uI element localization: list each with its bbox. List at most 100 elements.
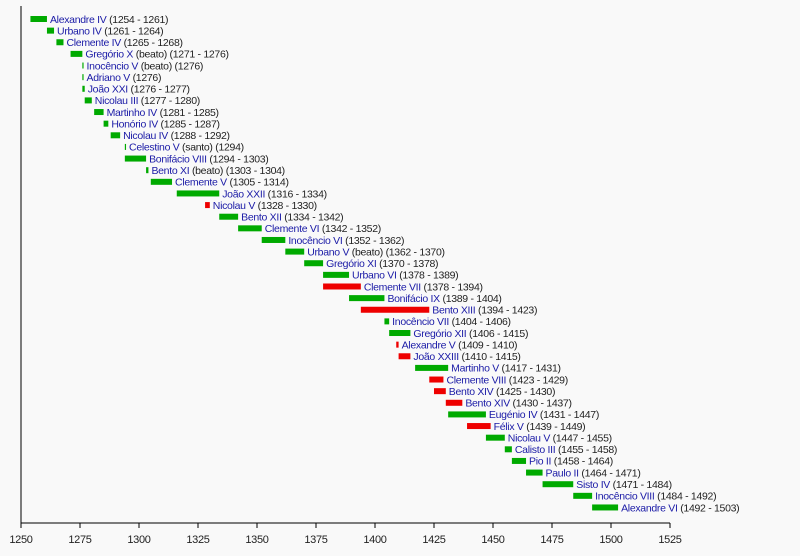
bar-label: João XXII (1316 - 1334) [222, 188, 327, 200]
pope-name: Alexandre IV [50, 14, 107, 26]
pope-name: Bento XIII [432, 305, 475, 317]
pope-bar [511, 457, 527, 464]
bar-label: Félix V (1439 - 1449) [494, 421, 586, 433]
bar-label: Martinho V (1417 - 1431) [451, 363, 561, 375]
pope-name: Honório IV [111, 118, 158, 130]
bar-label: Gregório X (beato) (1271 - 1276) [85, 49, 228, 61]
pope-bar [592, 504, 619, 511]
reign-years: (1281 - 1285) [157, 107, 219, 119]
bar-label: Urbano IV (1261 - 1264) [57, 25, 163, 37]
pope-bar [84, 97, 92, 104]
pope-name: Clemente IV [66, 37, 121, 49]
reign-years: (1261 - 1264) [102, 25, 164, 37]
reign-years: (1254 - 1261) [106, 14, 168, 26]
bars-layer [30, 16, 619, 511]
reign-years: (1410 - 1415) [459, 351, 521, 363]
bar-label: Celestino V (santo) (1294) [129, 142, 244, 154]
pope-name: Gregório X [85, 49, 133, 61]
x-tick-label: 1300 [127, 534, 150, 546]
pope-name: Bonifácio VIII [149, 153, 207, 165]
reign-years: (1378 - 1389) [397, 270, 459, 282]
x-tick-label: 1500 [599, 534, 622, 546]
pope-bar [304, 260, 324, 267]
pope-name: Adriano V [87, 72, 131, 84]
reign-years: (1431 - 1447) [537, 409, 599, 421]
pope-name: Inocêncio VI [288, 235, 342, 247]
reign-years: (1492 - 1503) [678, 502, 740, 514]
bar-label: João XXIII (1410 - 1415) [413, 351, 520, 363]
pope-note: (beato) [138, 60, 172, 72]
bar-label: Adriano V (1276) [87, 72, 162, 84]
pope-bar [150, 178, 173, 185]
reign-years: (1316 - 1334) [265, 188, 327, 200]
reign-years: (1271 - 1276) [167, 49, 229, 61]
pope-name: Paulo II [546, 467, 579, 479]
reign-years: (1265 - 1268) [121, 37, 183, 49]
reign-years: (1288 - 1292) [168, 130, 230, 142]
bar-label: Bento XI (beato) (1303 - 1304) [151, 165, 284, 177]
pope-name: Bonifácio IX [387, 293, 440, 305]
pope-name: Nicolau IV [123, 130, 168, 142]
bar-label: Bento XIV (1425 - 1430) [449, 386, 555, 398]
reign-years: (1439 - 1449) [524, 421, 586, 433]
pope-name: João XXII [222, 188, 265, 200]
x-tick-label: 1275 [68, 534, 91, 546]
pope-bar [384, 318, 390, 325]
pope-bar [82, 74, 84, 81]
bar-label: Eugénio IV (1431 - 1447) [489, 409, 599, 421]
reign-years: (1352 - 1362) [343, 235, 405, 247]
pope-name: Bento XII [241, 212, 282, 224]
pope-bar [542, 481, 574, 488]
bar-label: Clemente VIII (1423 - 1429) [446, 374, 567, 386]
pope-bar [485, 434, 505, 441]
pope-bar [526, 469, 543, 476]
reign-years: (1425 - 1430) [493, 386, 555, 398]
x-tick-label: 1375 [304, 534, 327, 546]
bar-label: Clemente IV (1265 - 1268) [66, 37, 182, 49]
bar-label: Alexandre IV (1254 - 1261) [50, 14, 168, 26]
pope-bar [349, 295, 385, 302]
reign-years: (1458 - 1464) [551, 456, 613, 468]
pope-bar [82, 85, 85, 92]
pope-bar [415, 364, 449, 371]
antipope-bar [360, 306, 430, 313]
pope-bar [70, 50, 83, 57]
pope-bar [448, 411, 486, 418]
pope-name: Clemente VI [265, 223, 319, 235]
bar-label: Inocêncio VI (1352 - 1362) [288, 235, 404, 247]
reign-years: (1447 - 1455) [550, 432, 612, 444]
reign-years: (1423 - 1429) [506, 374, 568, 386]
reign-years: (1294) [213, 142, 244, 154]
antipope-bar [434, 388, 446, 395]
pope-bar [30, 16, 47, 22]
pope-name: Nicolau III [95, 95, 138, 107]
reign-years: (1328 - 1330) [255, 200, 317, 212]
bar-label: Gregório XI (1370 - 1378) [326, 258, 438, 270]
x-tick-label: 1450 [481, 534, 504, 546]
pope-name: Eugénio IV [489, 409, 538, 421]
pope-name: Martinho V [451, 363, 499, 375]
x-tick-label: 1425 [422, 534, 445, 546]
bar-label: Bonifácio VIII (1294 - 1303) [149, 153, 268, 165]
pope-bar [146, 167, 149, 174]
pope-name: Bento XIV [465, 398, 510, 410]
reign-years: (1430 - 1437) [510, 398, 572, 410]
bar-label: Alexandre VI (1492 - 1503) [621, 502, 739, 514]
bar-label: Inocêncio VII (1404 - 1406) [392, 316, 511, 328]
bar-label: Nicolau V (1328 - 1330) [213, 200, 317, 212]
antipope-bar [323, 283, 361, 290]
bar-label: Paulo II (1464 - 1471) [546, 467, 641, 479]
bar-label: Bonifácio IX (1389 - 1404) [387, 293, 501, 305]
pope-name: Sisto IV [576, 479, 610, 491]
pope-bar [323, 271, 350, 278]
labels-layer: Alexandre IV (1254 - 1261)Urbano IV (126… [50, 14, 740, 514]
pope-name: Martinho IV [107, 107, 158, 119]
reign-years: (1276 - 1277) [128, 84, 190, 96]
pope-name: Inocêncio VIII [595, 491, 654, 503]
pope-bar [46, 27, 55, 34]
x-tick-label: 1475 [540, 534, 563, 546]
x-tick-label: 1525 [658, 534, 681, 546]
pope-name: Calisto III [515, 444, 555, 456]
pope-bar [103, 120, 109, 127]
pope-name: Pio II [529, 456, 551, 468]
